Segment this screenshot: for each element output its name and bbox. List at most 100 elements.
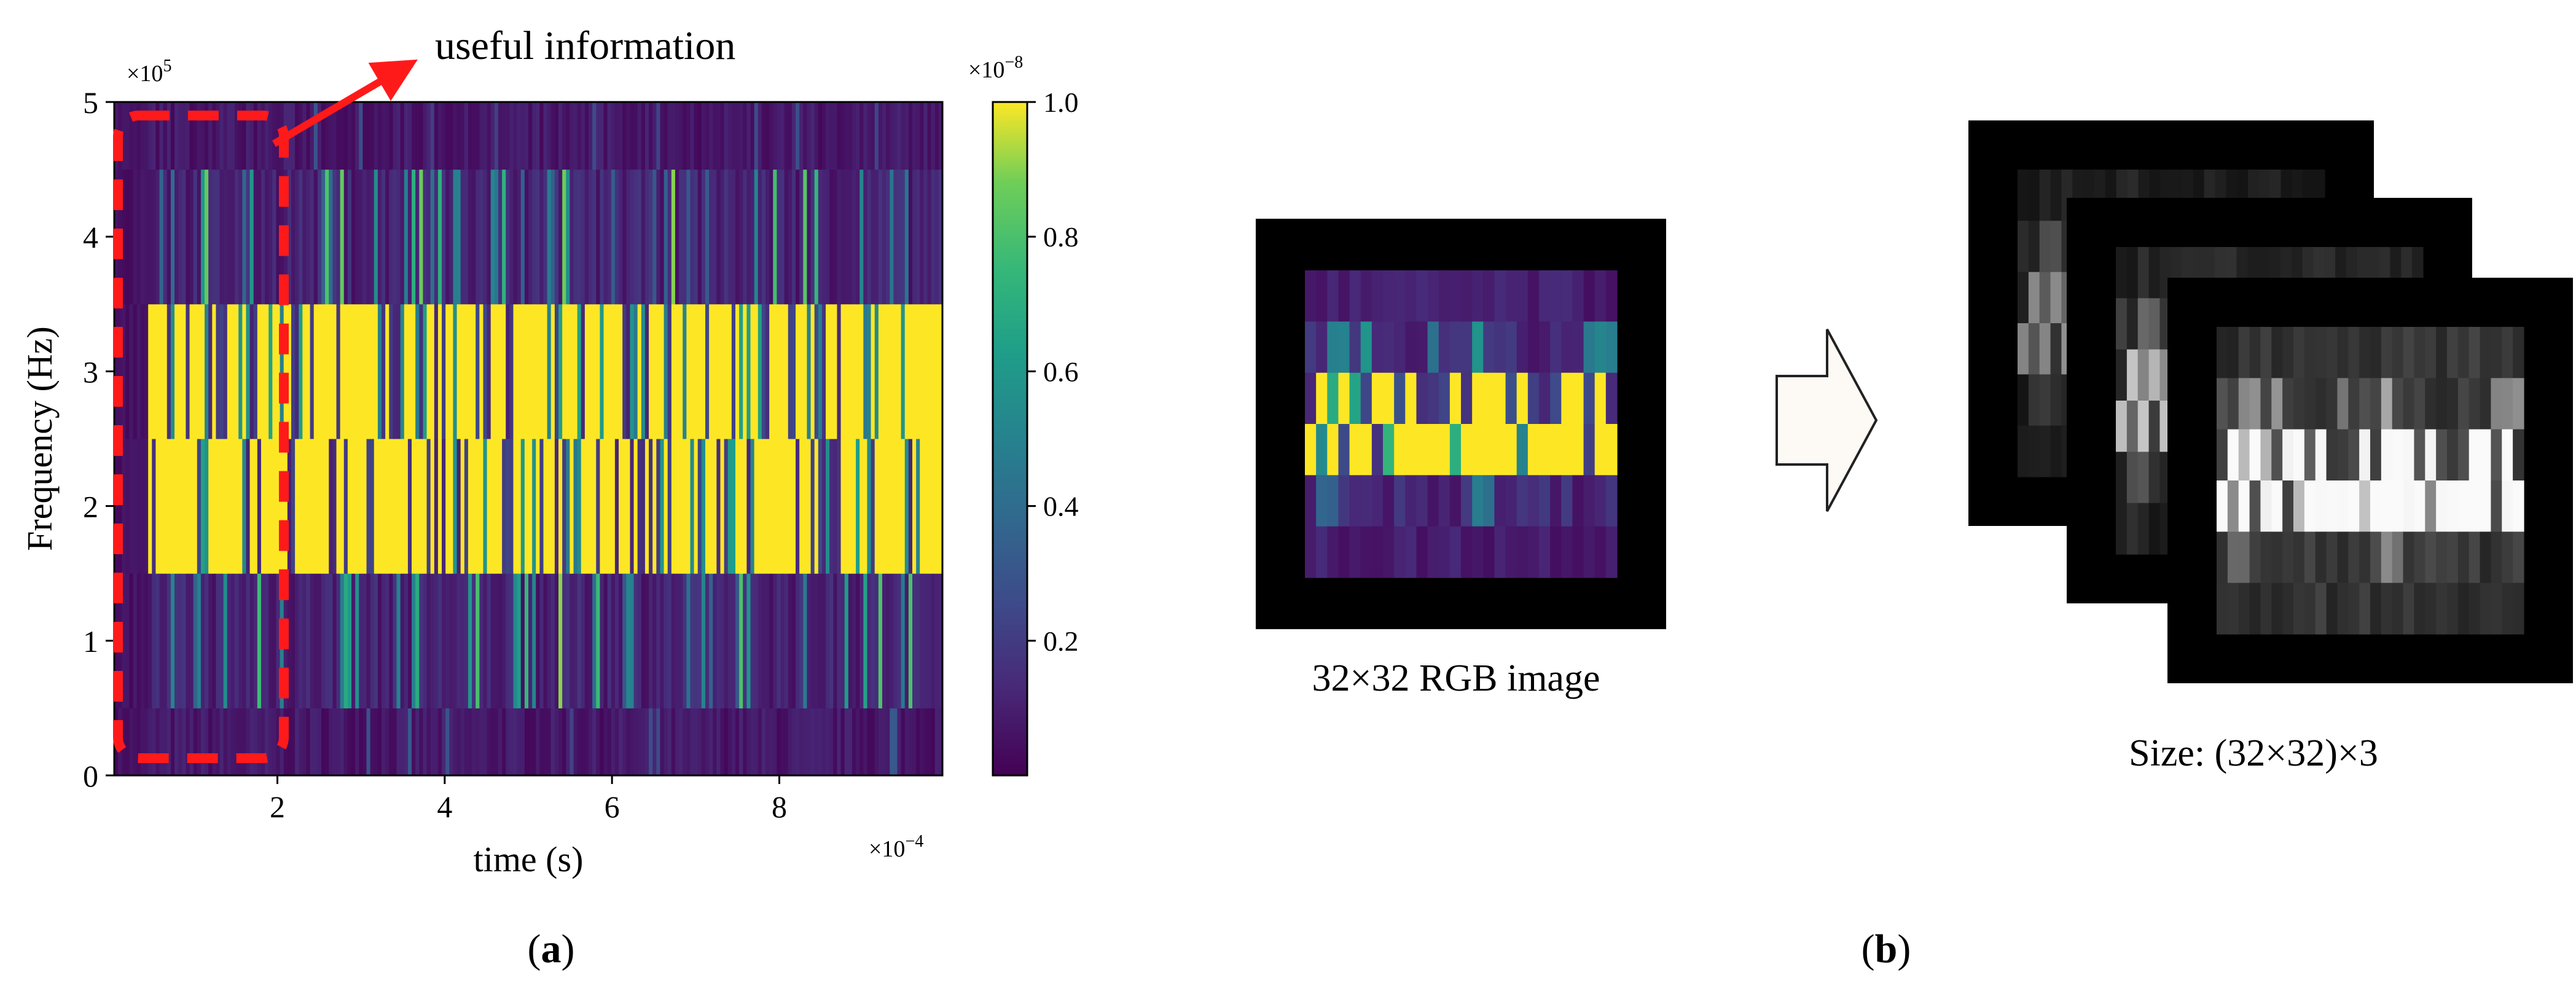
heatmap-cell [268,573,273,708]
input-image-pixel [1371,321,1384,374]
heatmap-cell [166,102,171,170]
heatmap-cell [607,102,612,170]
heatmap-cell [253,708,258,776]
highlight-box [113,111,289,763]
input-image-pixel [1338,526,1350,578]
heatmap-cell [524,169,529,305]
channel-3-pixel [2359,582,2371,635]
input-image-pixel [1349,321,1361,374]
channel-3-pixel [2502,327,2513,378]
heatmap-cell [603,169,608,305]
heatmap-cell [818,169,823,305]
input-image-pixel [1416,372,1428,425]
heatmap-cell [129,102,134,170]
heatmap-cell [178,102,183,170]
heatmap-cell [630,573,635,708]
heatmap-cell [532,102,537,170]
heatmap-cell [554,169,559,305]
heatmap-cell [148,304,153,439]
heatmap-cell [460,304,465,439]
heatmap-cell [166,573,171,708]
input-image-pixel [1327,475,1339,527]
channel-3-pixel [2447,480,2459,532]
heatmap-cell [856,573,860,708]
heatmap-cell [773,708,778,776]
channel-3-pixel [2260,327,2272,378]
heatmap-cell [619,102,623,170]
input-image-pixel [1371,475,1384,527]
heatmap-cell [389,102,394,170]
input-image-pixel [1539,270,1551,322]
heatmap-cell [656,708,661,776]
heatmap-cell [807,304,812,439]
heatmap-cell [649,708,653,776]
channel-3-pixel [2348,378,2360,430]
heatmap-cell [554,573,559,708]
heatmap-cell [166,169,171,305]
heatmap-cell [901,439,906,574]
heatmap-cell [302,573,307,708]
heatmap-cell [893,102,898,170]
heatmap-cell [460,169,465,305]
heatmap-cell [355,304,360,439]
heatmap-cell [249,304,254,439]
heatmap-cell [562,573,567,708]
heatmap-cell [472,169,477,305]
heatmap-cell [660,708,665,776]
heatmap-cell [208,708,213,776]
heatmap-cell [908,102,913,170]
heatmap-cell [727,573,732,708]
input-image-pixel [1394,372,1406,425]
heatmap-cell [502,304,507,439]
caption-b: (b) [1862,927,1911,971]
heatmap-cell [814,439,819,574]
input-image-pixel [1360,372,1372,425]
heatmap-cell [765,708,770,776]
heatmap-cell [456,573,461,708]
channel-3-pixel [2304,531,2316,584]
heatmap-cell [675,169,679,305]
heatmap-cell [430,102,435,170]
channel-3-pixel [2238,378,2250,430]
heatmap-cell [317,304,322,439]
heatmap-cell [773,304,778,439]
heatmap-cell [208,573,213,708]
heatmap-cell [731,439,736,574]
heatmap-cell [904,439,909,574]
heatmap-cell [727,102,732,170]
input-image-pixel [1449,321,1462,374]
heatmap-cell [197,439,202,574]
heatmap-cell [382,708,386,776]
channel-3-pixel [2249,378,2261,430]
heatmap-cell [155,708,160,776]
heatmap-cell [777,102,781,170]
heatmap-cell [189,102,194,170]
heatmap-cell [735,708,740,776]
heatmap-cell [524,573,529,708]
heatmap-cell [607,708,612,776]
heatmap-cell [720,304,725,439]
heatmap-cell [784,708,789,776]
heatmap-cell [276,573,281,708]
input-image-pixel [1461,424,1473,476]
heatmap-cell [208,304,213,439]
heatmap-cell [851,102,856,170]
heatmap-cell [242,708,247,776]
channel-3-pixel [2425,429,2437,481]
input-image-pixel [1383,526,1395,578]
heatmap-cell [430,439,435,574]
heatmap-cells [114,102,943,776]
heatmap-cell [528,304,533,439]
channel-3-pixel [2271,480,2283,532]
heatmap-cell [396,439,401,574]
heatmap-cell [886,708,891,776]
channel-3-pixel [2217,531,2228,584]
heatmap-cell [796,708,800,776]
heatmap-cell [600,102,605,170]
channel-1-pixel [2050,323,2062,375]
heatmap-cell [449,304,454,439]
channel-1-pixel [2018,170,2029,221]
heatmap-cell [844,102,849,170]
heatmap-cell [325,708,330,776]
heatmap-cell [671,304,676,439]
